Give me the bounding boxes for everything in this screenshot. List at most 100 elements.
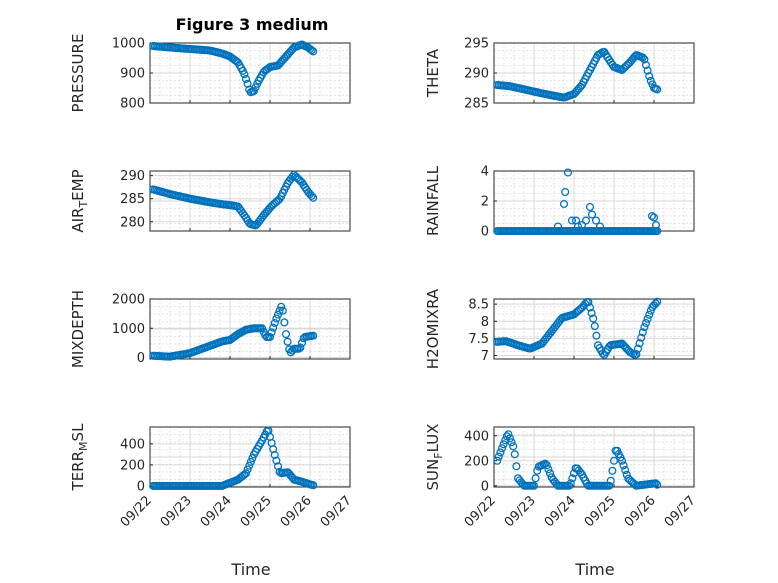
- subplot-air_temp: 280 285 290 AIRTEMP: [69, 169, 351, 233]
- data-point: [241, 74, 251, 84]
- data-point: [653, 85, 662, 94]
- data-point: [568, 474, 577, 483]
- data-point: [531, 474, 540, 483]
- data-point: [643, 314, 652, 323]
- y-tick-label: 0: [481, 225, 489, 240]
- data-point: [638, 328, 647, 337]
- data-point: [544, 465, 553, 474]
- y-tick-label: 200: [464, 454, 489, 469]
- data-point: [621, 466, 630, 475]
- data-point: [272, 456, 281, 465]
- data-point: [651, 299, 660, 308]
- x-tick-label: 09/23: [158, 493, 195, 530]
- data-point: [507, 438, 516, 447]
- y-tick-label: 1000: [112, 37, 145, 52]
- data-point: [267, 328, 276, 337]
- data-point: [609, 456, 619, 465]
- data-point: [493, 456, 502, 465]
- data-point: [529, 481, 539, 490]
- data-point: [641, 60, 651, 70]
- axis-box: [149, 298, 351, 360]
- data-point: [638, 53, 647, 62]
- y-tick-label: 285: [120, 192, 145, 207]
- data-point: [542, 461, 551, 470]
- grid-lines: [493, 170, 695, 232]
- y-tick-label: 7: [481, 349, 489, 364]
- y-tick-label: 400: [464, 429, 489, 444]
- series-markers: [493, 48, 662, 102]
- series-markers: [149, 426, 318, 490]
- data-point: [240, 70, 249, 79]
- data-point: [243, 465, 252, 474]
- data-point: [559, 199, 569, 209]
- y-tick-label: 8.5: [468, 298, 489, 313]
- data-point: [281, 330, 291, 339]
- data-point: [641, 318, 651, 328]
- axis-box: [493, 298, 695, 360]
- data-point: [270, 451, 279, 460]
- y-tick-label: 2: [481, 195, 489, 210]
- subplot-pressure: 800 900 1000 PRESSURE: [69, 34, 351, 112]
- data-point: [581, 216, 591, 225]
- x-axis-label-left: Time: [230, 560, 270, 579]
- data-point: [605, 481, 614, 490]
- y-tick-label: 1000: [112, 322, 145, 337]
- data-point: [499, 440, 508, 449]
- data-point: [590, 322, 599, 331]
- data-point: [245, 461, 254, 470]
- y-tick-label: 400: [120, 437, 145, 452]
- data-point: [585, 303, 595, 312]
- y-tick-label: 0: [137, 479, 145, 494]
- data-point: [265, 332, 275, 342]
- data-point: [273, 310, 283, 319]
- data-point: [647, 211, 657, 221]
- axis-box: [149, 170, 351, 232]
- y-tick-label: 0: [481, 479, 489, 494]
- data-point: [561, 187, 570, 197]
- y-axis-label: AIRTEMP: [69, 169, 90, 232]
- data-point: [619, 461, 628, 470]
- x-tick-label: 09/26: [278, 493, 315, 530]
- data-point: [563, 168, 573, 177]
- data-point: [509, 442, 518, 451]
- data-point: [617, 456, 627, 465]
- y-axis-label: TERRMSL: [69, 423, 90, 492]
- grid-lines: [493, 42, 695, 104]
- y-tick-label: 280: [120, 215, 145, 230]
- y-tick-label: 0: [137, 351, 145, 366]
- data-point: [566, 479, 575, 488]
- data-point: [592, 331, 601, 340]
- y-tick-label: 4: [481, 165, 489, 180]
- grid-lines: [149, 298, 351, 360]
- data-point: [653, 480, 662, 489]
- y-tick-label: 290: [120, 169, 145, 184]
- data-point: [272, 314, 281, 323]
- data-point: [504, 430, 513, 439]
- data-point: [243, 79, 252, 88]
- data-point: [309, 331, 318, 340]
- x-axis-label-right: Time: [574, 560, 614, 579]
- subplot-mixdepth: 0 1000 2000 MIXDEPTH: [69, 290, 351, 368]
- subplot-theta: 285 290 295 THETA: [424, 37, 695, 112]
- y-tick-label: 290: [464, 67, 489, 82]
- series-markers: [493, 430, 662, 490]
- data-point: [651, 479, 660, 488]
- x-tick-label: 09/22: [462, 493, 499, 530]
- data-point: [567, 216, 577, 225]
- data-point: [587, 210, 597, 219]
- data-point: [591, 216, 601, 225]
- data-point: [283, 337, 292, 346]
- data-point: [246, 457, 255, 466]
- data-point: [248, 454, 257, 463]
- data-point: [577, 220, 587, 230]
- data-point: [278, 306, 287, 315]
- y-tick-label: 7.5: [468, 332, 489, 347]
- x-tick-label: 09/26: [622, 493, 659, 530]
- data-point: [640, 323, 649, 332]
- data-point: [512, 462, 521, 471]
- data-point: [645, 72, 654, 81]
- data-point: [275, 306, 284, 315]
- x-tick-label: 09/23: [502, 493, 539, 530]
